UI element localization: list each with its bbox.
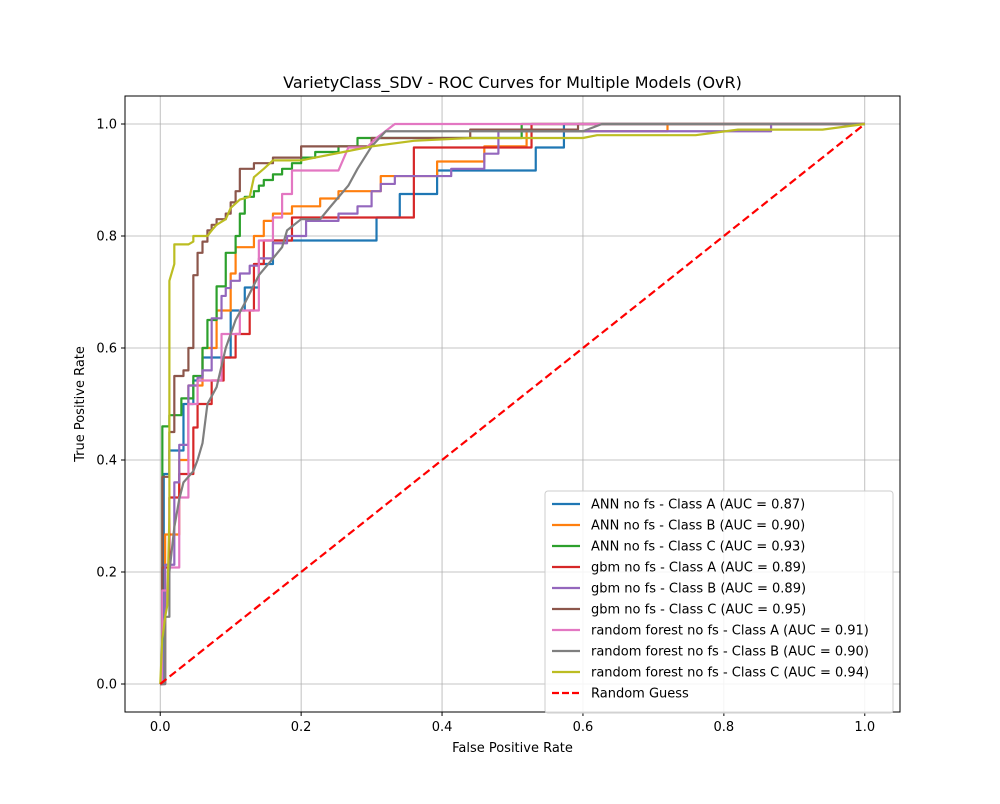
series-line-8 — [160, 122, 865, 686]
plot-lines — [159, 122, 866, 686]
series-line-6 — [160, 122, 865, 686]
x-tick-label: 0.8 — [714, 720, 735, 735]
y-tick-label: 0.2 — [96, 566, 117, 581]
legend-label: gbm no fs - Class A (AUC = 0.89) — [591, 561, 806, 576]
x-tick-label: 0.2 — [291, 720, 312, 735]
legend-label: random forest no fs - Class A (AUC = 0.9… — [591, 624, 869, 639]
series-line-7 — [160, 122, 865, 686]
series-line-10 — [159, 123, 866, 685]
x-tick-label: 1.0 — [854, 720, 875, 735]
legend: ANN no fs - Class A (AUC = 0.87) ANN no f… — [544, 490, 894, 714]
x-tick-label: 0.6 — [573, 720, 594, 735]
legend-label: Random Guess — [591, 687, 689, 702]
legend-label: ANN no fs - Class B (AUC = 0.90) — [591, 519, 805, 534]
x-axis-label: False Positive Rate — [452, 741, 573, 756]
legend-label: ANN no fs - Class A (AUC = 0.87) — [591, 498, 805, 513]
x-tick-label: 0.4 — [432, 720, 453, 735]
grid — [125, 96, 900, 712]
legend-label: gbm no fs - Class B (AUC = 0.89) — [591, 582, 806, 597]
series-line-9 — [159, 122, 865, 685]
y-axis-label: True Positive Rate — [73, 346, 88, 463]
legend-label: ANN no fs - Class C (AUC = 0.93) — [591, 540, 805, 555]
y-tick-label: 0.4 — [96, 454, 117, 469]
x-tick-label: 0.0 — [150, 720, 171, 735]
legend-label: random forest no fs - Class C (AUC = 0.9… — [591, 666, 869, 681]
y-tick-label: 0.8 — [96, 230, 117, 245]
series-line-4 — [160, 122, 865, 686]
plot-frame — [124, 95, 901, 713]
y-tick-label: 1.0 — [96, 118, 117, 133]
legend-box — [544, 490, 894, 714]
y-tick-label: 0.0 — [96, 678, 117, 693]
legend-label: gbm no fs - Class C (AUC = 0.95) — [591, 603, 806, 618]
axis-ticks: 0.0 0.2 0.4 0.6 0.8 1.0 0.0 0.2 0.4 0.6 0.8 1.0 — [96, 118, 875, 736]
chart-title: VarietyClass_SDV - ROC Curves for Multip… — [283, 73, 742, 93]
legend-label: random forest no fs - Class B (AUC = 0.9… — [591, 645, 869, 660]
y-tick-label: 0.6 — [96, 342, 117, 357]
